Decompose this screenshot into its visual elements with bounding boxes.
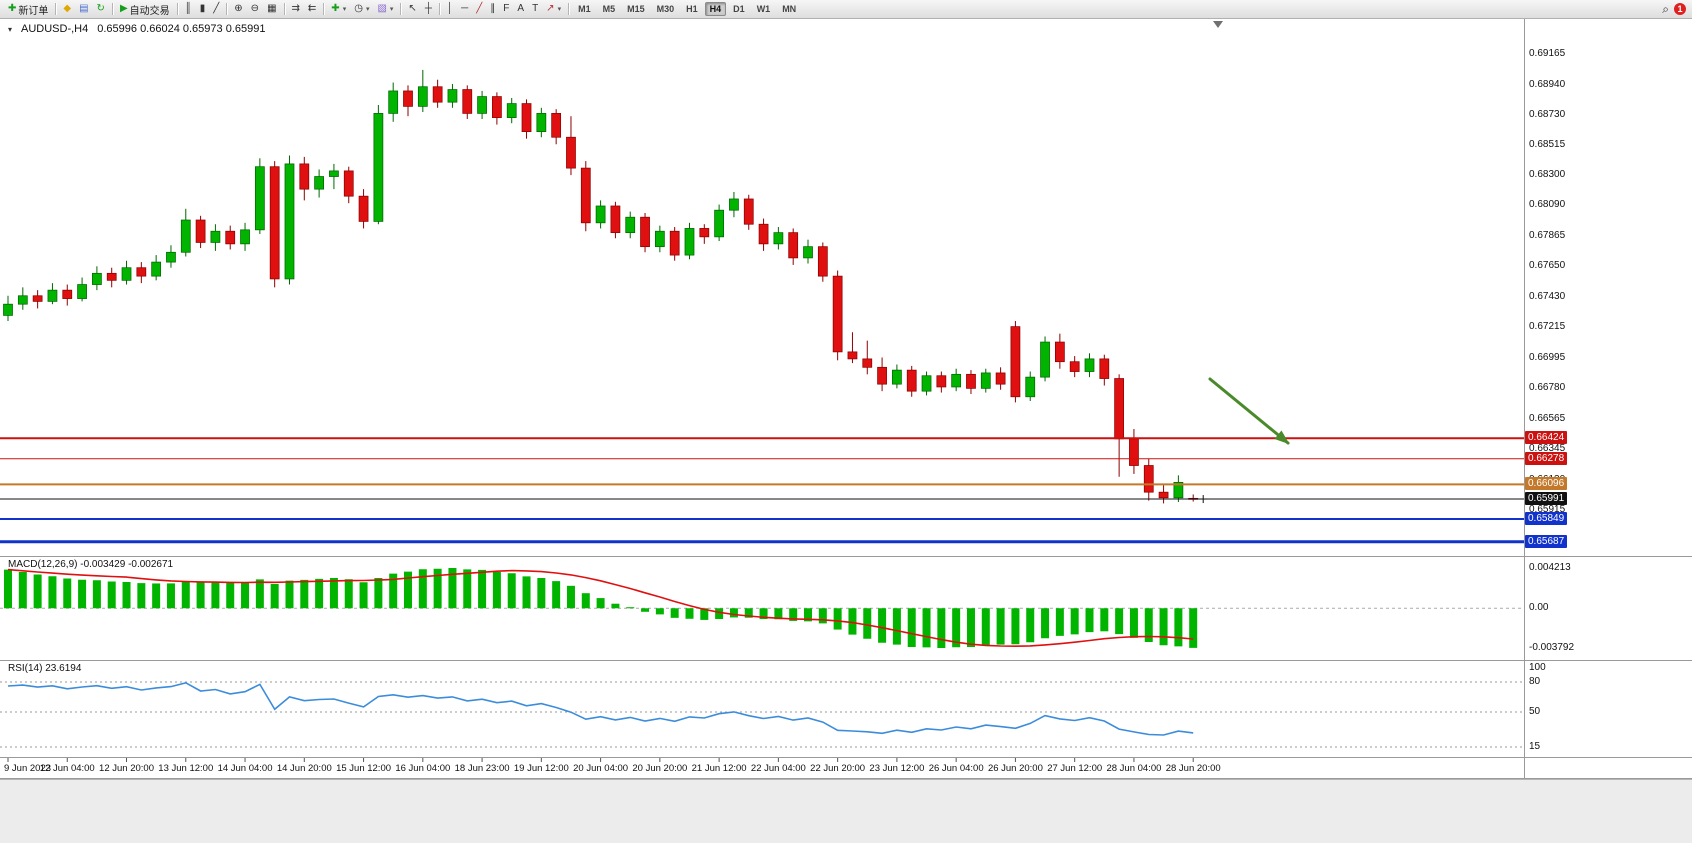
equidistant-channel-icon: ∥ [490,3,496,14]
time-axis[interactable] [0,758,1524,778]
zoom-out-button[interactable]: ⊖ [247,1,263,18]
panel-splitter-rsi[interactable] [0,659,1692,663]
indicators-button[interactable]: ✚ ▾ [327,1,350,18]
text-label-icon: T [532,3,539,14]
chevron-down-icon: ▾ [365,6,370,13]
cursor-icon: ↖ [408,3,417,14]
fibonacci-button[interactable]: F [499,1,513,18]
chevron-down-icon: ▾ [557,6,562,13]
cursor-button[interactable]: ↖ [404,1,420,18]
toolbar-separator [176,3,178,15]
arrows-icon: ↗ [546,3,555,14]
tile-windows-icon: ▦ [267,3,277,14]
bar-chart-icon: ║ [184,3,192,14]
timeframe-d1[interactable]: D1 [733,4,745,14]
profiles-icon: ▤ [79,3,89,14]
templates-button[interactable]: ▧ ▾ [373,1,397,18]
line-chart-icon: ╱ [213,3,220,14]
zoom-in-icon: ⊕ [234,3,243,14]
new-chart-icon: ◆ [63,3,72,14]
refresh-icon: ↻ [96,3,105,14]
chart-shift-button[interactable]: ⇇ [304,1,320,18]
trendline-button[interactable]: ╱ [472,1,486,18]
status-area [0,779,1692,843]
timeframe-h1[interactable]: H1 [686,4,698,14]
candlestick-chart-icon: ▮ [199,3,206,14]
refresh-button[interactable]: ↻ [93,1,109,18]
price-axis[interactable] [1524,18,1692,758]
new-order-button[interactable]: ✚ 新订单 [4,1,52,18]
toolbar-groups: ✚ 新订单 ◆ ▤ ↻ ▶ 自动交易 ║ ▮ ╱ ⊕ ⊖ ▦ ⇉ ⇇ ✚ ▾ ◷ ▾ ▧ ▾ ↖ ┼ │ ─ ╱ ∥ F A T ↗ ▾ M1 M… [4,1,802,18]
equidistant-channel-button[interactable]: ∥ [486,1,499,18]
zoom-in-button[interactable]: ⊕ [230,1,246,18]
zoom-out-icon: ⊖ [250,3,260,14]
toolbar-button-label: 自动交易 [129,5,170,17]
horizontal-line-button[interactable]: ─ [457,1,472,18]
autotrading-button[interactable]: ▶ 自动交易 [116,1,174,18]
periods-button[interactable]: ◷ ▾ [350,1,373,18]
toolbar-separator [400,3,402,15]
vertical-line-icon: │ [446,3,454,14]
toolbar-separator [323,3,325,15]
toolbar-separator [438,3,440,15]
toolbar-right: ⌕ 1 [1662,3,1688,15]
templates-icon: ▧ [377,3,387,14]
indicators-icon: ✚ [331,3,340,14]
text-label-button[interactable]: T [528,1,542,18]
fibonacci-icon: F [503,3,510,14]
chart-shift-icon: ⇇ [307,3,317,14]
text-button[interactable]: A [513,1,528,18]
trendline-icon: ╱ [476,3,483,14]
new-order-icon: ✚ [8,3,17,14]
candlestick-chart-button[interactable]: ▮ [196,1,210,18]
bar-chart-button[interactable]: ║ [181,1,196,18]
arrows-button[interactable]: ↗ ▾ [542,1,565,18]
toolbar-separator [111,3,113,15]
timeframe-m5[interactable]: M5 [602,4,616,14]
toolbar-separator [55,3,57,15]
profiles-button[interactable]: ▤ [75,1,92,18]
panel-splitter-macd[interactable] [0,555,1692,559]
periods-icon: ◷ [354,3,363,14]
crosshair-button[interactable]: ┼ [421,1,436,18]
horizontal-line-icon: ─ [461,3,469,14]
auto-scroll-icon: ⇉ [291,3,300,14]
autotrading-icon: ▶ [119,3,128,14]
timeframe-m30[interactable]: M30 [656,4,675,14]
toolbar-button-label: 新订单 [18,5,49,17]
chevron-down-icon: ▾ [342,6,347,13]
timeframe-mn[interactable]: MN [782,4,797,14]
toolbar-separator [226,3,228,15]
toolbar-separator [568,3,570,15]
search-icon[interactable]: ⌕ [1662,2,1669,16]
text-icon: A [517,3,525,14]
timeframe-w1[interactable]: W1 [756,4,771,14]
line-chart-button[interactable]: ╱ [209,1,223,18]
toolbar: ✚ 新订单 ◆ ▤ ↻ ▶ 自动交易 ║ ▮ ╱ ⊕ ⊖ ▦ ⇉ ⇇ ✚ ▾ ◷ ▾ ▧ ▾ ↖ ┼ │ ─ ╱ ∥ F A T ↗ ▾ M1 M… [0,0,1692,19]
chevron-down-icon: ▾ [389,6,394,13]
crosshair-icon: ┼ [424,3,432,14]
notification-badge[interactable]: 1 [1674,3,1686,15]
auto-scroll-button[interactable]: ⇉ [288,1,304,18]
timeframe-m15[interactable]: M15 [627,4,645,14]
tile-windows-button[interactable]: ▦ [263,1,280,18]
timeframe-m1[interactable]: M1 [578,4,591,14]
vertical-line-button[interactable]: │ [443,1,457,18]
toolbar-separator [283,3,285,15]
timeframe-h4[interactable]: H4 [704,2,727,16]
new-chart-button[interactable]: ◆ [59,1,75,18]
